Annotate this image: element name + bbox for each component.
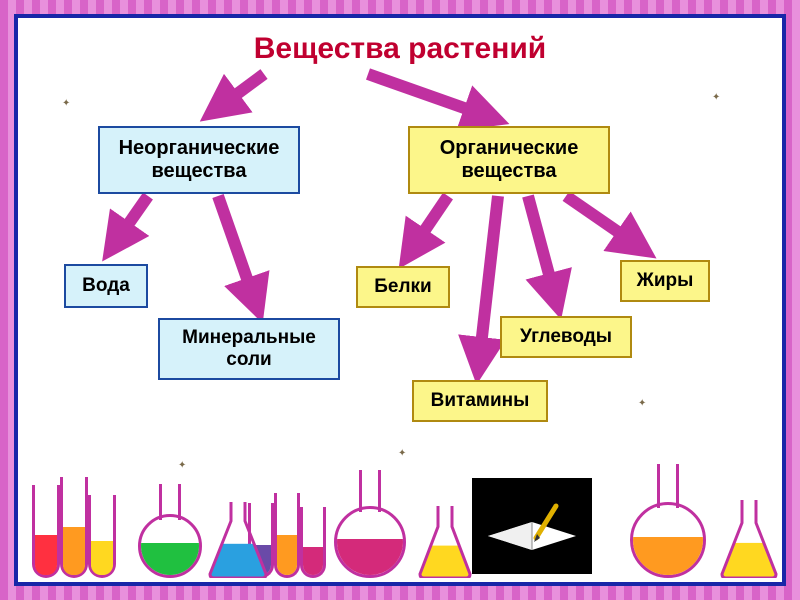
liquid [35, 535, 57, 575]
arrow [566, 196, 637, 245]
erlenmeyer-flask [418, 506, 472, 578]
node-vitamins: Витамины [412, 380, 548, 422]
node-carbs: Углеводы [500, 316, 632, 358]
flask-body [138, 514, 202, 578]
page-frame: Вещества растений Неорганические веществ… [0, 0, 800, 600]
sparkle-icon: ✦ [178, 460, 186, 471]
glassware-decor [18, 442, 782, 582]
diagram-canvas: Вещества растений Неорганические веществ… [14, 14, 786, 586]
test-tube [274, 493, 300, 578]
flask-neck [657, 464, 679, 508]
flask-neck [159, 484, 181, 520]
arrow [219, 74, 264, 107]
book-image [472, 478, 592, 574]
sparkle-icon: ✦ [62, 98, 70, 109]
test-tube [300, 507, 326, 578]
liquid [141, 543, 199, 575]
node-water: Вода [64, 264, 148, 308]
liquid [337, 539, 403, 575]
node-fats: Жиры [620, 260, 710, 302]
arrow [368, 74, 487, 116]
test-tube [248, 503, 274, 578]
flask-body [630, 502, 706, 578]
node-salts: Минеральные соли [158, 318, 340, 380]
erlenmeyer-flask [720, 500, 778, 578]
flask-svg [720, 500, 778, 578]
flask-svg [418, 506, 472, 578]
liquid [251, 545, 271, 575]
round-flask [138, 484, 196, 578]
arrow [218, 196, 255, 301]
arrow [528, 196, 555, 296]
liquid [633, 537, 703, 576]
node-org: Органические вещества [408, 126, 610, 194]
flask-svg [208, 502, 268, 578]
test-tube [88, 495, 116, 578]
erlenmeyer-flask [208, 502, 268, 578]
test-tube [32, 485, 60, 578]
sparkle-icon: ✦ [712, 92, 720, 103]
test-tube [60, 477, 88, 578]
arrow [116, 196, 148, 242]
arrow [412, 196, 448, 249]
liquid [63, 527, 85, 575]
sparkle-icon: ✦ [638, 398, 646, 409]
liquid [91, 541, 113, 575]
arrow [479, 196, 498, 361]
round-flask [334, 470, 400, 578]
liquid [303, 547, 323, 575]
diagram-title: Вещества растений [18, 32, 782, 66]
round-flask [630, 464, 700, 578]
flask-body [334, 506, 406, 578]
node-proteins: Белки [356, 266, 450, 308]
flask-neck [359, 470, 381, 512]
node-inorg: Неорганические вещества [98, 126, 300, 194]
sparkle-icon: ✦ [398, 448, 406, 459]
liquid [277, 535, 297, 575]
